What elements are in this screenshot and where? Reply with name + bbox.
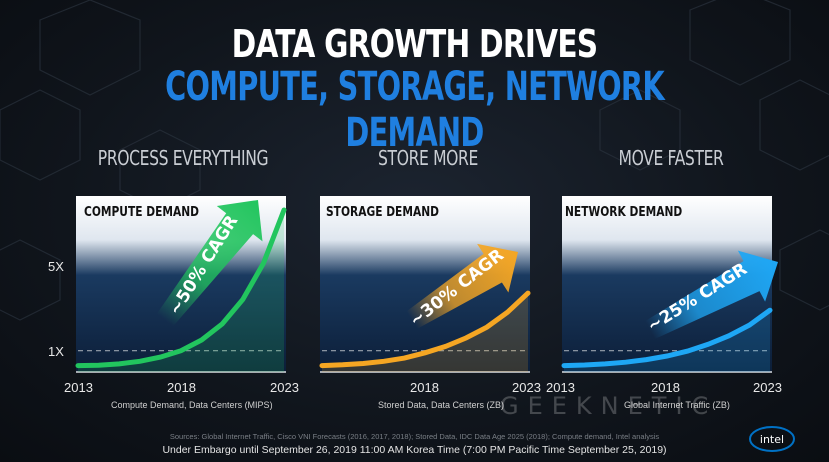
x-tick-storage-2023: 2023 [512,380,541,395]
x-tick-compute-2013: 2013 [64,380,93,395]
source-note: Sources: Global Internet Traffic, Cisco … [169,432,660,441]
intel-logo-icon: intel [749,426,795,452]
series-line-1 [319,290,531,369]
slide-subtitle: COMPUTE, STORAGE, NETWORK DEMAND [165,64,665,156]
x-tick-compute-2023: 2023 [270,380,299,395]
chart-title-network: NETWORK DEMAND [565,205,683,220]
x-label-storage: Stored Data, Data Centers (ZB) [378,400,505,410]
area-fill-2 [564,310,770,372]
y-tick-5x: 5X [48,259,64,274]
panel-heading-compute: PROCESS EVERYTHING [97,146,269,170]
panel-heading-storage: STORE MORE [378,146,478,170]
cagr-annotation-0: ~50% CAGR [165,212,242,319]
x-tick-storage-2018: 2018 [410,380,439,395]
area-fill-0 [78,210,284,372]
chart-title-storage: STORAGE DEMAND [326,205,439,220]
x-label-compute: Compute Demand, Data Centers (MIPS) [111,400,273,410]
series-line-2 [561,307,773,369]
embargo-note: Under Embargo until September 26, 2019 1… [162,444,667,456]
x-label-network: Global Internet Traffic (ZB) [624,400,730,410]
panel-heading-network: MOVE FASTER [618,146,724,170]
x-tick-compute-2018: 2018 [167,380,196,395]
x-tick-network-2018: 2018 [651,380,680,395]
y-tick-1x: 1X [48,344,64,359]
slide-title: DATA GROWTH DRIVES [231,22,599,66]
series-line-0 [75,207,287,369]
watermark: GEEKNETIC [500,392,718,420]
area-fill-1 [322,293,528,372]
cagr-annotation-1: ~30% CAGR [406,245,508,331]
intel-logo-text: intel [760,433,784,446]
growth-arrow-2 [645,250,778,339]
x-tick-network-2013: 2013 [546,380,575,395]
growth-arrow-0 [156,200,263,327]
x-tick-network-2023: 2023 [753,380,782,395]
chart-title-compute: COMPUTE DEMAND [84,205,199,220]
growth-arrow-1 [406,243,518,329]
